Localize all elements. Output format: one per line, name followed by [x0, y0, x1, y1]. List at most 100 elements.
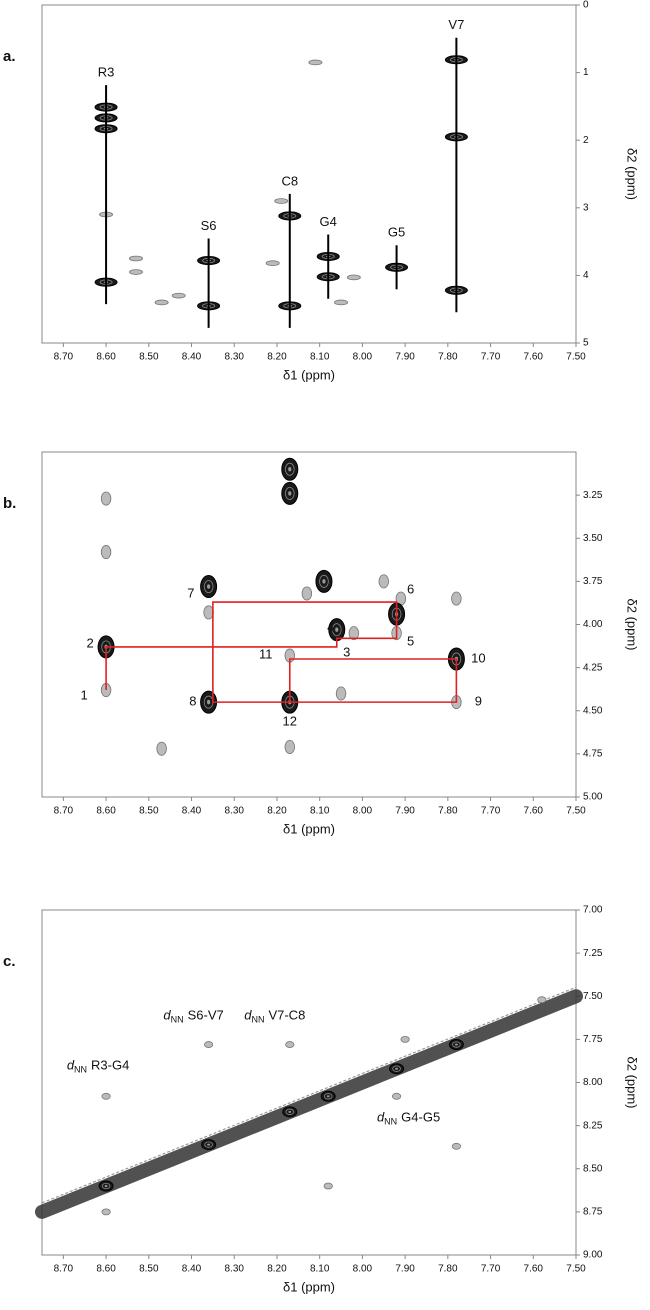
dnn-subscript: NN: [171, 1015, 184, 1025]
x-tick-label: 8.20: [267, 806, 287, 817]
walk-label: 5: [407, 634, 414, 649]
y-tick-label: 4: [583, 270, 589, 281]
walk-label: 4: [327, 620, 334, 635]
weak-peak: [348, 626, 360, 641]
x-tick-label: 7.60: [524, 806, 544, 817]
peak-contour: [288, 1110, 292, 1113]
weak-peak: [171, 292, 186, 299]
diagonal-ridge: [35, 989, 583, 1219]
walk-label: 3: [343, 644, 350, 659]
peak-contour: [203, 580, 214, 594]
dnn-symbol: d: [67, 1058, 75, 1073]
x-tick-label: 8.60: [96, 806, 116, 817]
x-tick-label: 8.50: [139, 806, 159, 817]
panel-label: c.: [3, 953, 16, 970]
plot-frame: [41, 909, 577, 1256]
x-tick-label: 7.70: [481, 352, 501, 363]
dnn-subscript: NN: [384, 1117, 397, 1127]
y-tick-label: 2: [583, 135, 589, 146]
walk-label: 7: [187, 586, 194, 601]
strip-label: G4: [320, 214, 337, 229]
x-tick-label: 7.90: [395, 806, 415, 817]
x-tick-label: 8.10: [310, 806, 330, 817]
weak-peak: [334, 299, 349, 306]
y-tick-label: 3.50: [583, 533, 603, 544]
peak-contour: [207, 1143, 211, 1146]
x-tick-label: 8.30: [225, 352, 245, 363]
y-tick-label: 1: [583, 67, 589, 78]
weak-peak: [100, 491, 112, 506]
residue-pair: S6-V7: [188, 1008, 224, 1023]
weak-peak: [128, 269, 143, 275]
peak-contour: [207, 584, 211, 589]
x-tick-label: 8.50: [139, 1264, 159, 1275]
peak-contour: [284, 462, 295, 476]
x-tick-label: 8.40: [182, 806, 202, 817]
weak-peak: [101, 1208, 111, 1216]
peak-contour: [331, 623, 342, 637]
y-tick-label: 8.75: [583, 1207, 603, 1218]
weak-peak: [156, 741, 167, 756]
y-axis-label: δ2 (ppm): [625, 1056, 640, 1108]
weak-peak: [346, 274, 361, 281]
x-tick-label: 8.00: [353, 352, 373, 363]
weak-peak: [203, 605, 214, 620]
peak-contour: [452, 1041, 461, 1048]
weak-peak: [400, 1035, 410, 1043]
x-axis-label: δ1 (ppm): [283, 367, 335, 382]
weak-peak: [391, 1092, 402, 1100]
y-tick-label: 5.00: [583, 792, 603, 803]
y-axis-label: δ2 (ppm): [625, 148, 640, 200]
x-tick-label: 7.80: [438, 352, 458, 363]
x-tick-label: 8.70: [54, 352, 74, 363]
weak-peak: [128, 255, 143, 262]
peak-contour: [323, 1093, 333, 1100]
x-tick-label: 8.40: [182, 352, 202, 363]
x-tick-label: 8.20: [267, 352, 287, 363]
walk-label: 11: [259, 646, 273, 661]
panel-label: b.: [3, 495, 16, 512]
cross-peak-label: dNN R3-G4: [67, 1058, 130, 1075]
weak-peak: [154, 299, 169, 306]
x-tick-label: 8.60: [96, 352, 116, 363]
peak-contour: [319, 574, 329, 588]
weak-peak: [204, 1041, 214, 1048]
weak-peak: [274, 198, 289, 204]
y-tick-label: 9.00: [583, 1250, 603, 1261]
x-tick-label: 7.70: [481, 1264, 501, 1275]
peak-contour: [392, 1065, 401, 1072]
residue-pair: G4-G5: [401, 1110, 440, 1125]
weak-peak: [323, 1182, 333, 1190]
y-tick-label: 3.75: [583, 576, 603, 587]
x-tick-label: 7.60: [524, 1264, 544, 1275]
walk-label: 1: [80, 687, 87, 702]
x-tick-label: 7.60: [524, 352, 544, 363]
walk-label: 9: [475, 694, 482, 709]
x-tick-label: 7.70: [481, 806, 501, 817]
x-tick-label: 8.60: [96, 1264, 116, 1275]
weak-peak: [378, 574, 389, 589]
peak-contour: [395, 1067, 398, 1070]
y-tick-label: 0: [583, 0, 589, 11]
diagonal-ridge-edge: [41, 986, 577, 1204]
x-tick-label: 8.20: [267, 1264, 287, 1275]
x-tick-label: 8.70: [54, 1264, 74, 1275]
peak-contour: [284, 486, 295, 500]
peak-contour: [285, 1108, 295, 1115]
x-tick-label: 7.50: [566, 806, 586, 817]
x-tick-label: 8.40: [182, 1264, 202, 1275]
walk-label: 10: [471, 650, 485, 665]
peak-contour: [454, 1043, 458, 1046]
weak-peak: [537, 996, 547, 1004]
walk-label: 12: [283, 714, 297, 729]
sequential-walk: [105, 601, 458, 703]
y-tick-label: 5: [583, 338, 589, 349]
plot-frame: [41, 4, 577, 344]
cross-peak-label: dNN G4-G5: [377, 1110, 440, 1127]
y-tick-label: 8.25: [583, 1120, 603, 1131]
x-tick-label: 8.10: [310, 1264, 330, 1275]
y-tick-label: 8.50: [583, 1163, 603, 1174]
weak-peak: [284, 739, 295, 754]
x-tick-label: 7.80: [438, 1264, 458, 1275]
